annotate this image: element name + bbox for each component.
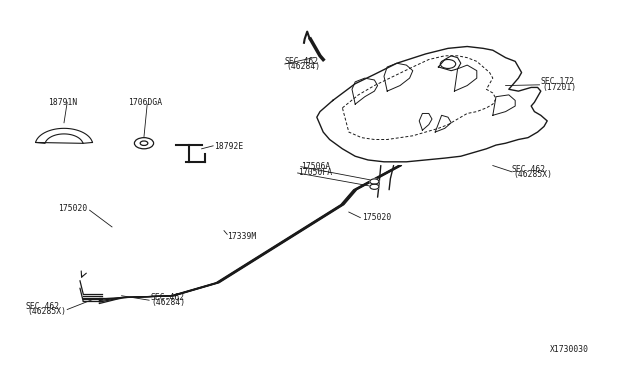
Polygon shape — [36, 128, 92, 143]
Text: SEC.462: SEC.462 — [512, 165, 546, 174]
Text: 175020: 175020 — [362, 213, 391, 222]
Text: 175020: 175020 — [58, 204, 87, 213]
Text: 18792E: 18792E — [214, 142, 244, 151]
Text: (46284): (46284) — [152, 298, 186, 307]
Text: 17050FA: 17050FA — [298, 169, 332, 177]
Polygon shape — [317, 46, 547, 162]
Text: SEC.172: SEC.172 — [541, 77, 575, 86]
Text: SEC.462: SEC.462 — [285, 57, 319, 66]
Text: SEC.462: SEC.462 — [150, 293, 184, 302]
Text: 17339M: 17339M — [227, 232, 257, 241]
Circle shape — [370, 184, 379, 189]
Text: (46285X): (46285X) — [27, 307, 66, 316]
Circle shape — [370, 179, 379, 184]
Text: X1730030: X1730030 — [550, 345, 589, 354]
Text: 1706DGA: 1706DGA — [128, 98, 162, 107]
Text: 18791N: 18791N — [48, 98, 77, 107]
Text: (17201): (17201) — [542, 83, 576, 92]
Text: SEC.462: SEC.462 — [26, 302, 60, 311]
Text: (46285X): (46285X) — [513, 170, 552, 179]
Text: 17506A: 17506A — [301, 162, 330, 171]
Text: (46284): (46284) — [286, 62, 320, 71]
